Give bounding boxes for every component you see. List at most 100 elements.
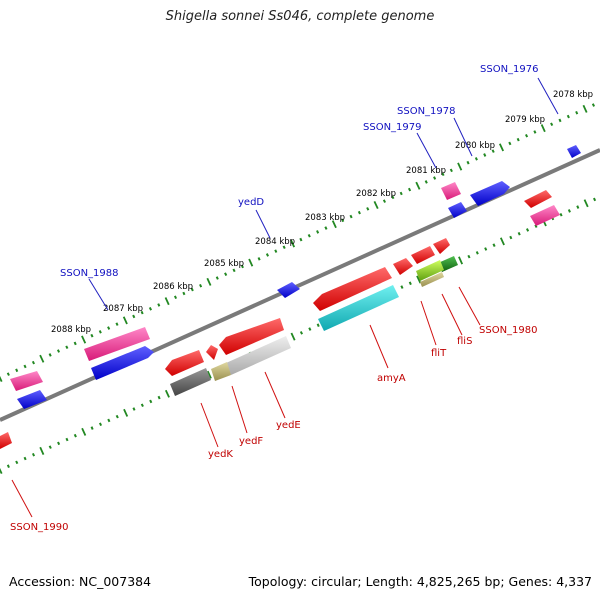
- gene-yede-large[interactable]: [313, 267, 392, 311]
- gene-flis[interactable]: [416, 260, 444, 281]
- gene-sson-1977[interactable]: [524, 190, 552, 208]
- scale-dot: [491, 149, 495, 153]
- scale-dot: [257, 257, 261, 261]
- gene-yede[interactable]: [219, 318, 284, 355]
- gene-yedf[interactable]: [226, 336, 291, 375]
- gene-yedk-red[interactable]: [165, 350, 204, 376]
- gene-flhd[interactable]: [433, 238, 450, 254]
- scale-dot: [509, 235, 513, 240]
- gene-yedf-small[interactable]: [206, 345, 218, 360]
- gene-label-yedk[interactable]: yedK: [208, 449, 233, 460]
- scale-dot: [382, 199, 387, 203]
- gene-label-amya[interactable]: amyA: [377, 373, 406, 384]
- scale-dot: [559, 212, 563, 217]
- gene-label-yedd[interactable]: yedD: [238, 197, 264, 208]
- scale-dot: [575, 110, 579, 115]
- gene-label-sson-1980[interactable]: SSON_1980: [479, 325, 538, 336]
- gene-sson-1981[interactable]: [393, 258, 413, 275]
- gene-sson-1987[interactable]: [91, 346, 154, 380]
- scale-dot: [98, 422, 103, 427]
- scale-dot: [157, 303, 161, 307]
- scale-major-tick: [39, 446, 45, 455]
- kbp-label: 2083 kbp: [305, 213, 345, 223]
- gene-label-sson-1979[interactable]: SSON_1979: [363, 122, 422, 133]
- gene-sson-1978-b[interactable]: [448, 202, 467, 218]
- scale-dot: [400, 285, 404, 289]
- gene-sson-1989[interactable]: [10, 371, 43, 391]
- scale-dot: [316, 323, 320, 327]
- scale-dot: [308, 327, 312, 331]
- scale-major-tick: [164, 389, 170, 398]
- scale-major-tick: [331, 220, 337, 229]
- gene-flic[interactable]: [411, 246, 435, 264]
- gene-sson-1979[interactable]: [441, 182, 461, 200]
- accession-text: Accession: NC_007384: [9, 574, 152, 589]
- scale-dot: [132, 407, 136, 411]
- outer-scale-track: [0, 103, 596, 382]
- gene-sson-1978[interactable]: [470, 181, 510, 206]
- scale-dot: [299, 331, 304, 335]
- scale-dot: [107, 326, 111, 330]
- scale-dot: [56, 349, 61, 353]
- gene-sson-1976[interactable]: [567, 145, 581, 158]
- scale-dot: [90, 333, 94, 338]
- top-leader-lines: [88, 77, 559, 311]
- scale-dot: [23, 364, 27, 369]
- scale-dot: [23, 456, 27, 461]
- scale-dot: [240, 264, 244, 269]
- scale-dot: [224, 272, 228, 277]
- gene-yedf-b[interactable]: [211, 362, 231, 381]
- gene-sson-1989-b[interactable]: [17, 390, 47, 409]
- scale-major-tick: [290, 239, 296, 248]
- scale-dot: [524, 133, 529, 138]
- scale-dot: [466, 160, 470, 165]
- scale-dot: [6, 464, 10, 468]
- genome-backbone: [0, 148, 600, 422]
- kbp-label: 2078 kbp: [553, 90, 593, 100]
- scale-major-tick: [583, 199, 589, 208]
- scale-major-tick: [415, 181, 421, 190]
- scale-dot: [391, 195, 395, 200]
- scale-dot: [483, 153, 487, 157]
- gene-label-sson-1976[interactable]: SSON_1976: [480, 64, 539, 75]
- gene-yedd[interactable]: [277, 282, 300, 298]
- scale-major-tick: [123, 408, 129, 417]
- scale-dot: [591, 103, 596, 107]
- gene-sson-1977-b[interactable]: [530, 205, 560, 226]
- gene-label-sson-1988[interactable]: SSON_1988: [60, 268, 119, 279]
- scale-dot: [508, 141, 512, 146]
- scale-dot: [274, 249, 278, 253]
- scale-dot: [408, 281, 412, 286]
- gene-flit[interactable]: [420, 272, 444, 287]
- scale-dot: [98, 330, 102, 334]
- gene-label-flit[interactable]: fliT: [431, 348, 447, 359]
- scale-major-tick: [416, 275, 422, 284]
- scale-dot: [316, 230, 320, 234]
- scale-dot: [357, 210, 361, 215]
- gene-label-flis[interactable]: fliS: [457, 336, 472, 347]
- scale-dot: [324, 226, 328, 230]
- gene-sson-1990[interactable]: [0, 432, 12, 449]
- scale-dot: [341, 218, 345, 223]
- gene-yedk[interactable]: [170, 368, 211, 396]
- gene-label-sson-1990[interactable]: SSON_1990: [10, 522, 69, 533]
- scale-dot: [182, 291, 186, 296]
- topology-text: Topology: circular; Length: 4,825,265 bp…: [248, 574, 592, 589]
- scale-major-tick: [373, 201, 379, 209]
- kbp-label: 2080 kbp: [455, 141, 495, 151]
- map-title: Shigella sonnei Ss046, complete genome: [165, 9, 435, 24]
- gene-sson-1988[interactable]: [84, 327, 150, 361]
- gene-amya[interactable]: [318, 285, 399, 331]
- scale-dot: [48, 353, 52, 357]
- gene-label-yede[interactable]: yedE: [276, 420, 301, 431]
- kbp-label: 2082 kbp: [356, 189, 396, 199]
- kbp-label: 2086 kbp: [153, 282, 193, 292]
- scale-dot: [265, 253, 270, 257]
- gene-label-sson-1978[interactable]: SSON_1978: [397, 106, 456, 117]
- scale-major-tick: [206, 370, 212, 379]
- scale-dot: [57, 441, 61, 446]
- scale-major-tick: [290, 332, 296, 341]
- gene-label-yedf[interactable]: yedF: [239, 436, 263, 447]
- kbp-label: 2084 kbp: [255, 237, 295, 247]
